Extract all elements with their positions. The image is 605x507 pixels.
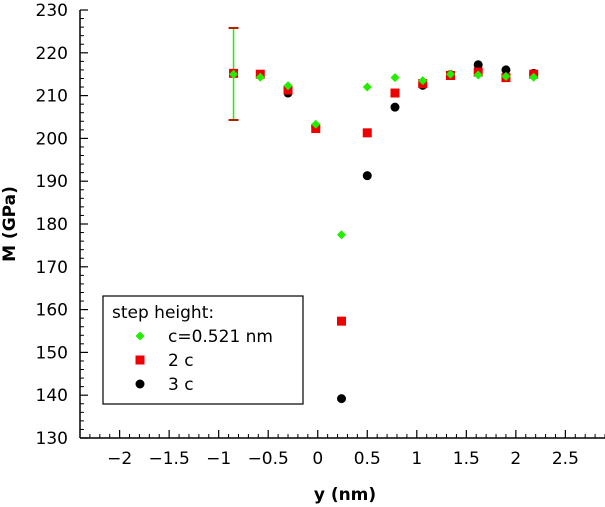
data-point	[390, 102, 400, 112]
data-point	[362, 171, 372, 181]
x-tick-label: 0	[312, 449, 323, 469]
data-point	[473, 70, 483, 80]
y-ticks: 130 140 150 160 170 180 190 200 210 220 230	[36, 1, 88, 449]
x-ticks: −2 −1.5 −1 −0.5 0 0.5 1 1.5 2 2.5	[79, 430, 605, 469]
y-axis-title: M (GPa)	[0, 186, 20, 262]
y-tick-label: 150	[36, 343, 68, 363]
data-point	[337, 394, 347, 404]
data-point	[362, 128, 372, 138]
x-tick-label: 1	[411, 449, 422, 469]
legend: step height: c=0.521 nm 2 c 3 c	[102, 295, 304, 405]
y-tick-label: 200	[36, 129, 68, 149]
data-point	[501, 71, 511, 81]
data-point	[311, 119, 321, 129]
y-tick-label: 190	[36, 172, 68, 192]
y-tick-label: 170	[36, 258, 68, 278]
x-tick-label: −0.5	[248, 449, 289, 469]
data-point	[337, 230, 347, 240]
y-tick-label: 210	[36, 87, 68, 107]
legend-label: 3 c	[168, 375, 194, 395]
data-point	[529, 72, 539, 82]
x-axis-title: y (nm)	[314, 485, 376, 505]
x-tick-label: 2.5	[552, 449, 579, 469]
y-tick-label: 220	[36, 44, 68, 64]
data-points	[229, 60, 539, 404]
data-point	[473, 60, 483, 70]
y-tick-label: 160	[36, 301, 68, 321]
data-point	[283, 81, 293, 91]
data-point	[337, 316, 347, 326]
legend-label: 2 c	[168, 351, 194, 371]
y-tick-label: 230	[36, 1, 68, 21]
y-tick-label: 140	[36, 386, 68, 406]
x-tick-label: −1	[206, 449, 231, 469]
data-point	[255, 72, 265, 82]
data-point	[445, 69, 455, 79]
x-tick-label: 1.5	[453, 449, 480, 469]
data-point	[362, 82, 372, 92]
data-point	[501, 65, 511, 75]
y-tick-label: 130	[36, 429, 68, 449]
data-point	[229, 69, 239, 79]
legend-entries: c=0.521 nm 2 c 3 c	[135, 327, 273, 395]
y-tick-label: 180	[36, 215, 68, 235]
data-point	[390, 73, 400, 83]
data-point	[418, 76, 428, 86]
x-tick-label: −2	[107, 449, 132, 469]
legend-label: c=0.521 nm	[168, 327, 273, 347]
x-tick-label: 2	[510, 449, 521, 469]
legend-marker	[135, 331, 145, 341]
data-point	[390, 88, 400, 98]
legend-marker	[135, 379, 145, 389]
legend-title: step height:	[112, 303, 214, 323]
legend-marker	[135, 355, 145, 365]
x-tick-label: −1.5	[149, 449, 190, 469]
x-tick-label: 0.5	[354, 449, 381, 469]
